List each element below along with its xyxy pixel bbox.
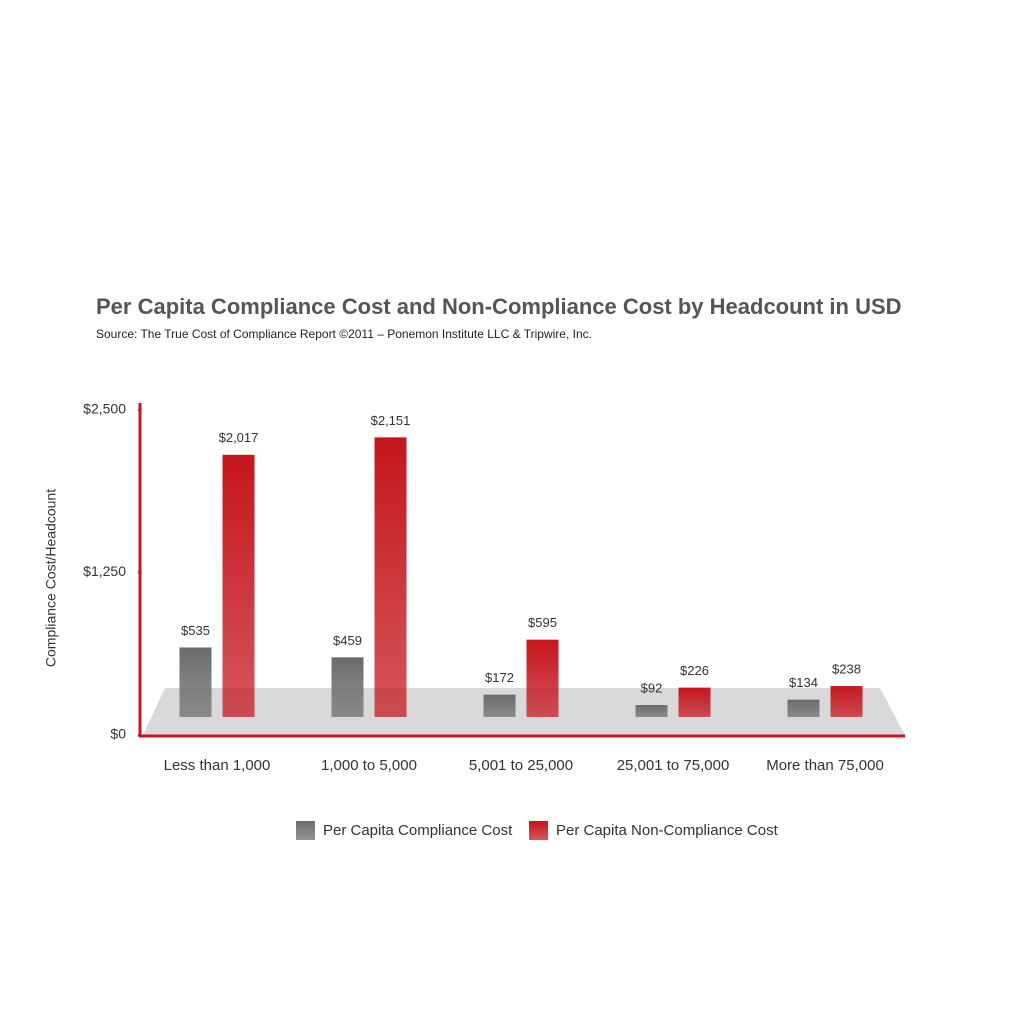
value-label: $2,151 xyxy=(371,413,411,428)
x-tick-label: Less than 1,000 xyxy=(164,757,271,774)
x-tick-label: 5,001 to 25,000 xyxy=(469,757,573,774)
value-label: $238 xyxy=(832,661,861,676)
value-label: $134 xyxy=(789,675,818,690)
bar xyxy=(830,686,863,717)
value-label: $92 xyxy=(641,680,663,695)
legend-swatch xyxy=(296,821,315,840)
legend-label: Per Capita Non-Compliance Cost xyxy=(556,822,779,839)
y-tick-label: $0 xyxy=(110,726,126,742)
value-label: $2,017 xyxy=(219,430,259,445)
y-axis-label: Compliance Cost/Headcount xyxy=(43,489,59,667)
legend-swatch xyxy=(529,821,548,840)
y-tick-label: $2,500 xyxy=(83,401,126,417)
bar xyxy=(635,705,668,717)
y-tick-label: $1,250 xyxy=(83,563,126,579)
value-label: $535 xyxy=(181,623,210,638)
bar xyxy=(222,454,255,717)
value-label: $172 xyxy=(485,670,514,685)
bar xyxy=(483,694,516,717)
x-tick-label: More than 75,000 xyxy=(766,757,884,774)
chart-title: Per Capita Compliance Cost and Non-Compl… xyxy=(96,294,902,319)
value-label: $595 xyxy=(528,615,557,630)
bar xyxy=(787,699,820,717)
bar xyxy=(374,437,407,717)
value-label: $459 xyxy=(333,633,362,648)
bar xyxy=(678,687,711,717)
x-tick-label: 1,000 to 5,000 xyxy=(321,757,417,774)
legend-label: Per Capita Compliance Cost xyxy=(323,822,513,839)
value-label: $226 xyxy=(680,663,709,678)
bar xyxy=(179,647,212,717)
bar xyxy=(526,639,559,717)
bar xyxy=(331,657,364,717)
x-tick-label: 25,001 to 75,000 xyxy=(617,757,730,774)
chart-subtitle: Source: The True Cost of Compliance Repo… xyxy=(96,327,592,341)
